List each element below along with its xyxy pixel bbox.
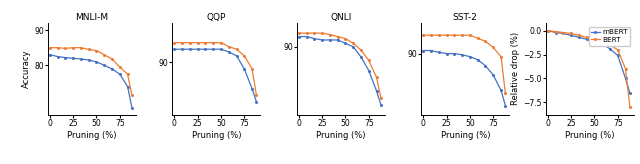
Y-axis label: Relative drop (%): Relative drop (%) <box>511 32 520 105</box>
mBERT <box>559 32 567 34</box>
mBERT <box>591 40 598 42</box>
BERT <box>614 49 621 51</box>
mBERT <box>575 36 583 38</box>
BERT <box>591 38 598 40</box>
X-axis label: Pruning (%): Pruning (%) <box>67 131 116 140</box>
X-axis label: Pruning (%): Pruning (%) <box>316 131 365 140</box>
Title: QQP: QQP <box>207 13 226 22</box>
mBERT <box>614 54 621 56</box>
mBERT <box>567 34 575 36</box>
mBERT <box>626 92 634 94</box>
Title: MNLI-M: MNLI-M <box>76 13 108 22</box>
mBERT <box>598 43 606 45</box>
Title: QNLI: QNLI <box>330 13 351 22</box>
Title: SST-2: SST-2 <box>453 13 477 22</box>
mBERT <box>583 38 591 40</box>
Y-axis label: Accuracy: Accuracy <box>22 50 31 88</box>
BERT <box>626 106 634 108</box>
mBERT <box>544 30 552 32</box>
Line: mBERT: mBERT <box>547 29 632 94</box>
X-axis label: Pruning (%): Pruning (%) <box>565 131 614 140</box>
BERT <box>621 68 629 70</box>
X-axis label: Pruning (%): Pruning (%) <box>440 131 490 140</box>
Line: BERT: BERT <box>547 29 632 109</box>
BERT <box>575 34 583 36</box>
mBERT <box>621 77 629 79</box>
BERT <box>559 31 567 33</box>
X-axis label: Pruning (%): Pruning (%) <box>191 131 241 140</box>
BERT <box>544 30 552 32</box>
BERT <box>598 40 606 42</box>
BERT <box>583 36 591 38</box>
BERT <box>567 32 575 34</box>
BERT <box>552 31 559 33</box>
mBERT <box>606 48 614 50</box>
BERT <box>606 44 614 46</box>
Legend: mBERT, BERT: mBERT, BERT <box>589 27 630 46</box>
mBERT <box>552 31 559 33</box>
